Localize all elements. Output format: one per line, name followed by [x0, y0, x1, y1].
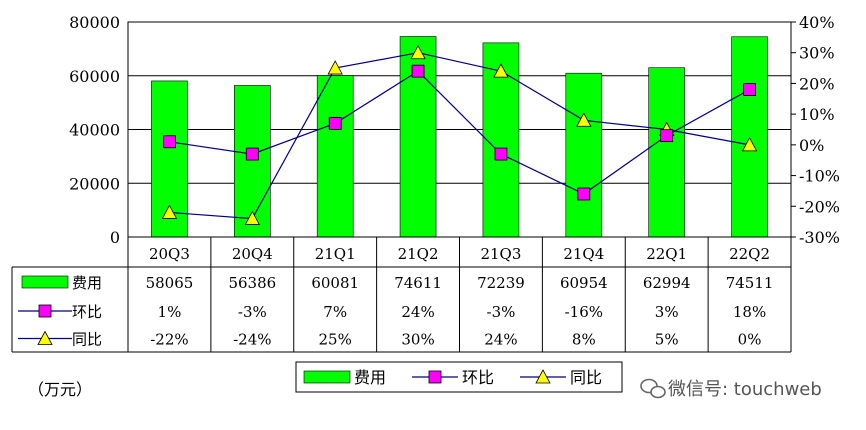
row-key-marker [38, 304, 52, 318]
data-label: 5% [655, 331, 679, 349]
unit-label: （万元） [28, 380, 92, 399]
left-axis: 0 20000 40000 60000 80000 [69, 13, 120, 247]
data-label: 1% [158, 303, 182, 321]
bar [316, 75, 354, 238]
point-marker-triangle [576, 112, 592, 127]
category-label: 21Q2 [398, 245, 439, 263]
legend-label: 同比 [570, 368, 602, 387]
right-tick-label: 30% [799, 44, 835, 63]
bar [731, 36, 768, 238]
point-marker-triangle [327, 60, 343, 75]
data-label: -22% [150, 331, 188, 349]
data-label: 56386 [228, 274, 276, 292]
series-line [169, 52, 750, 220]
right-tick-label: 40% [799, 13, 835, 32]
data-label: 8% [572, 331, 596, 349]
data-label: 60954 [560, 274, 608, 292]
left-tick-label: 60000 [69, 67, 120, 86]
point-marker-square [577, 187, 591, 201]
data-label: -3% [238, 303, 267, 321]
legend-key-marker [535, 369, 551, 384]
point-marker-square [743, 83, 756, 96]
point-marker-square [494, 147, 508, 161]
legend: 费用 环比 同比 [295, 361, 623, 393]
legend-key-bar [303, 370, 351, 384]
data-label: 62994 [643, 274, 691, 292]
point-marker-square [245, 147, 259, 161]
data-label: 58065 [146, 274, 194, 292]
row-header-label: 环比 [72, 303, 102, 321]
bar [234, 85, 271, 238]
gridlines [127, 21, 792, 238]
category-label: 22Q1 [646, 245, 687, 263]
data-label: -24% [233, 331, 271, 349]
legend-frame [295, 361, 623, 393]
point-marker-triangle [244, 210, 260, 225]
point-marker-triangle [410, 44, 426, 60]
left-tick-label: 40000 [69, 121, 120, 140]
line-series [161, 44, 758, 225]
legend-label: 环比 [462, 368, 494, 387]
bar [648, 67, 685, 238]
point-marker-square [660, 129, 674, 143]
data-label: 24% [484, 331, 517, 349]
left-tick-label: 0 [110, 228, 120, 247]
row-key-marker [37, 330, 53, 345]
point-marker-square [411, 64, 425, 78]
watermark: 微信号: touchweb [640, 378, 822, 400]
data-label: -16% [565, 303, 603, 321]
series-line [169, 70, 750, 195]
data-label: 3% [655, 303, 679, 321]
data-label: 72239 [477, 274, 525, 292]
right-tick-label: 10% [799, 105, 835, 124]
data-label: 25% [319, 331, 352, 349]
category-label: 21Q3 [480, 245, 521, 263]
data-label: 24% [401, 303, 434, 321]
category-label: 22Q2 [729, 245, 770, 263]
point-marker-square [328, 116, 342, 130]
data-label: 18% [733, 303, 766, 321]
row-header-label: 费用 [72, 274, 102, 292]
legend-key-marker [428, 370, 442, 384]
point-marker-triangle [493, 63, 509, 78]
data-label: 60081 [311, 274, 359, 292]
left-tick-label: 80000 [69, 13, 120, 32]
row-key-bar [21, 275, 69, 289]
point-marker-square [163, 135, 176, 149]
category-label: 20Q4 [232, 245, 273, 263]
category-label: 21Q4 [563, 245, 604, 263]
data-label: 30% [401, 331, 434, 349]
data-label: -3% [487, 303, 516, 321]
right-tick-label: 20% [799, 74, 835, 93]
data-table: 20Q3 20Q4 21Q1 21Q2 21Q3 21Q4 22Q1 22Q2 费用 58065 5… [11, 236, 792, 353]
bar-series [151, 36, 768, 238]
wechat-icon [640, 378, 666, 399]
data-label: 74611 [394, 274, 442, 292]
data-label: 0% [738, 331, 762, 349]
right-axis: -30% -20% -10% 0% 10% 20% 30% 40% [790, 13, 840, 247]
bar [565, 72, 603, 238]
right-tick-label: 0% [799, 136, 824, 155]
data-label: 74511 [726, 274, 774, 292]
left-tick-label: 20000 [69, 174, 120, 193]
row-header-label: 同比 [72, 331, 102, 349]
legend-label: 费用 [354, 368, 386, 387]
category-label: 21Q1 [315, 245, 356, 263]
right-tick-label: -30% [799, 228, 840, 247]
point-marker-triangle [741, 137, 758, 152]
data-label: 7% [323, 303, 347, 321]
watermark-text: 微信号: touchweb [668, 379, 822, 400]
category-label: 20Q3 [149, 245, 190, 263]
right-tick-label: -20% [799, 197, 840, 216]
point-marker-triangle [161, 204, 178, 219]
right-tick-label: -10% [799, 167, 840, 186]
